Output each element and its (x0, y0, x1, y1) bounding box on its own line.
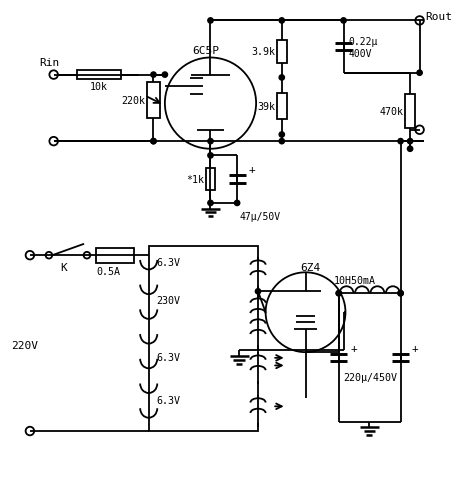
Text: 6.3V: 6.3V (156, 257, 180, 267)
Circle shape (341, 19, 346, 24)
Bar (405, 95, 415, 129)
Text: +: + (412, 343, 419, 353)
Bar (149, 246, 258, 431)
Text: +: + (248, 165, 255, 175)
Circle shape (151, 73, 156, 78)
Circle shape (279, 76, 285, 81)
Circle shape (234, 201, 240, 206)
Text: *1k: *1k (186, 175, 204, 185)
Circle shape (208, 19, 213, 24)
Text: Rout: Rout (425, 12, 452, 22)
Circle shape (208, 139, 213, 144)
Circle shape (279, 139, 285, 144)
Text: 230V: 230V (156, 295, 180, 305)
Text: Rin: Rin (39, 58, 59, 68)
Circle shape (151, 139, 156, 144)
Text: 6.3V: 6.3V (156, 395, 180, 405)
Circle shape (279, 19, 285, 24)
Circle shape (279, 132, 285, 138)
Text: +: + (350, 343, 357, 353)
Circle shape (151, 139, 156, 144)
Bar (77, 71, 121, 80)
Bar (206, 169, 215, 191)
Circle shape (398, 291, 403, 296)
Bar (277, 94, 286, 120)
Circle shape (398, 291, 403, 296)
Circle shape (407, 139, 413, 144)
Circle shape (417, 71, 422, 76)
Circle shape (398, 139, 403, 144)
Text: 3.9k: 3.9k (251, 47, 275, 57)
Text: 39k: 39k (257, 102, 275, 112)
Text: 47μ/50V: 47μ/50V (239, 211, 280, 221)
Bar (96, 248, 134, 263)
Text: 220V: 220V (11, 341, 38, 351)
Circle shape (208, 201, 213, 206)
Text: 0.5A: 0.5A (96, 266, 120, 276)
Circle shape (407, 147, 413, 152)
Circle shape (336, 291, 341, 296)
Circle shape (336, 291, 341, 296)
Text: 10k: 10k (90, 82, 108, 92)
Text: 220k: 220k (121, 96, 145, 106)
Text: 0.22μ
400V: 0.22μ 400V (348, 37, 378, 59)
Text: K: K (60, 262, 67, 272)
Bar (147, 83, 160, 119)
Text: 220μ/450V: 220μ/450V (344, 372, 398, 382)
Circle shape (255, 289, 261, 294)
Text: 6.3V: 6.3V (156, 352, 180, 362)
Text: 6C5P: 6C5P (192, 46, 219, 56)
Circle shape (162, 73, 168, 78)
Text: 470k: 470k (380, 107, 404, 117)
Text: 10H50mA: 10H50mA (334, 276, 376, 285)
Bar (277, 40, 286, 64)
Circle shape (208, 154, 213, 159)
Text: 6Z4: 6Z4 (300, 262, 321, 272)
